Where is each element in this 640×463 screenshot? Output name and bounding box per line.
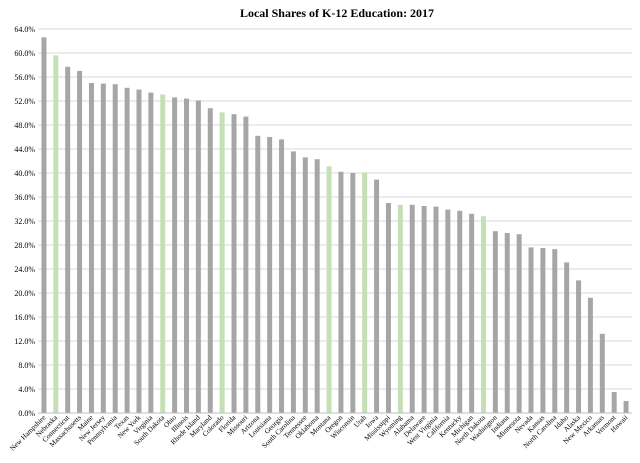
bar-rhode-island <box>195 100 201 414</box>
y-tick-label: 44.0% <box>14 145 35 154</box>
bar-michigan <box>469 213 475 413</box>
bar-florida <box>231 114 237 413</box>
bar-idaho <box>564 262 570 413</box>
y-tick-label: 36.0% <box>14 193 35 202</box>
bar-new-jersey <box>100 83 106 413</box>
bar-new-york <box>136 89 142 413</box>
bar-washington <box>492 231 498 413</box>
y-tick-label: 64.0% <box>14 25 35 34</box>
y-tick-label: 16.0% <box>14 313 35 322</box>
y-tick-label: 32.0% <box>14 217 35 226</box>
bar-colorado <box>219 112 225 414</box>
y-tick-label: 60.0% <box>14 49 35 58</box>
y-tick-label: 48.0% <box>14 121 35 130</box>
y-tick-label: 20.0% <box>14 289 35 298</box>
y-tick-label: 52.0% <box>14 97 35 106</box>
bar-delaware <box>421 206 427 413</box>
bar-missouri <box>243 116 249 413</box>
bar-massachusetts <box>77 71 83 413</box>
y-tick-label: 40.0% <box>14 169 35 178</box>
bar-nevada <box>528 247 534 413</box>
bar-maryland <box>207 108 213 413</box>
bar-arkansas <box>599 333 605 413</box>
bar-wisconsin <box>350 173 356 413</box>
y-tick-label: 4.0% <box>18 385 35 394</box>
bar-montana <box>326 166 332 413</box>
bar-indiana <box>504 233 510 413</box>
bar-oklahoma <box>314 159 320 413</box>
bar-south-carolina <box>290 151 296 413</box>
bar-arizona <box>255 135 261 414</box>
bar-south-dakota <box>160 94 166 414</box>
bar-kansas <box>540 248 546 413</box>
y-tick-label: 12.0% <box>14 337 35 346</box>
bar-west-virginia <box>433 206 439 413</box>
bar-mississippi <box>385 203 391 413</box>
bar-minnesota <box>516 234 522 413</box>
y-tick-label: 56.0% <box>14 73 35 82</box>
y-axis-ticks: 0.0% 4.0% 8.0% 12.0% 16.0% 20.0% 24.0% 28.0% 32.… <box>14 25 35 418</box>
bar-tennessee <box>302 157 308 413</box>
y-tick-label: 24.0% <box>14 265 35 274</box>
bar-louisiana <box>267 137 273 413</box>
y-tick-label: 0.0% <box>18 409 35 418</box>
y-tick-label: 8.0% <box>18 361 35 370</box>
bar-nebraska <box>53 55 59 414</box>
y-tick-label: 28.0% <box>14 241 35 250</box>
bar-iowa <box>374 179 380 413</box>
bar-new-hampshire <box>41 37 47 414</box>
bar-california <box>445 209 451 413</box>
bar-north-dakota <box>481 216 486 413</box>
bar-connecticut <box>65 66 71 414</box>
bar-north-carolina <box>552 249 558 413</box>
bar-kentucky <box>457 210 463 413</box>
bar-georgia <box>279 139 285 413</box>
bar-texas <box>124 87 130 414</box>
bars <box>41 37 629 414</box>
bar-pennsylvania <box>112 84 118 413</box>
bar-virginia <box>148 92 154 413</box>
bar-maine <box>88 83 94 413</box>
bar-ohio <box>172 97 178 414</box>
bar-wyoming <box>397 204 403 413</box>
bar-alaska <box>576 280 582 413</box>
bar-hawaii <box>623 401 629 413</box>
bar-alabama <box>409 204 415 413</box>
bar-illinois <box>184 98 189 413</box>
x-axis-labels: New HampshireNebraskaConnecticutMassachu… <box>9 413 630 452</box>
chart-title: Local Shares of K-12 Education: 2017 <box>240 6 434 20</box>
bar-new-mexico <box>587 297 593 413</box>
bar-utah <box>362 172 368 413</box>
bar-oregon <box>338 171 344 413</box>
bar-vermont <box>611 392 617 413</box>
